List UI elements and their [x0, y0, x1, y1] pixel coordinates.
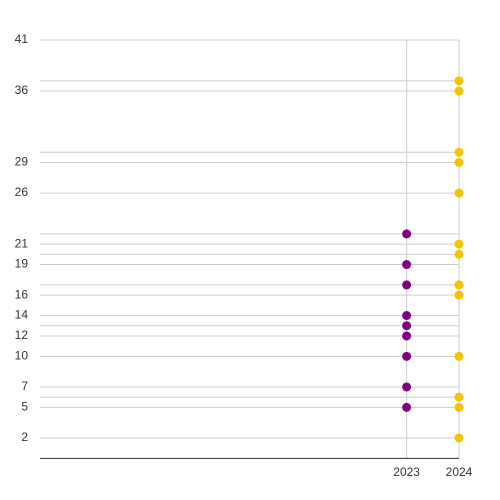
point — [402, 260, 412, 270]
point — [454, 392, 464, 402]
point — [454, 239, 464, 249]
y-tick-label: 36 — [15, 83, 29, 97]
point — [454, 157, 464, 167]
point — [454, 290, 464, 300]
point — [402, 351, 412, 361]
point — [454, 433, 464, 443]
y-tick-label: 21 — [15, 236, 29, 250]
point — [454, 188, 464, 198]
y-tick-label: 16 — [15, 287, 29, 301]
point — [402, 229, 412, 239]
point — [454, 147, 464, 157]
y-tick-label: 41 — [15, 32, 29, 46]
x-tick-label: 2023 — [393, 465, 420, 479]
y-tick-label: 5 — [21, 400, 28, 414]
point — [454, 280, 464, 290]
point — [402, 311, 412, 321]
y-tick-label: 26 — [15, 185, 29, 199]
y-tick-label: 7 — [21, 379, 28, 393]
y-tick-label: 2 — [21, 430, 28, 444]
point — [402, 382, 412, 392]
point — [454, 249, 464, 259]
y-tick-label: 14 — [15, 308, 29, 322]
y-tick-label: 10 — [15, 349, 29, 363]
point — [402, 280, 412, 290]
point — [402, 321, 412, 331]
point — [402, 402, 412, 412]
point — [454, 76, 464, 86]
x-tick-label: 2024 — [446, 465, 473, 479]
point — [454, 351, 464, 361]
point — [454, 86, 464, 96]
y-tick-label: 12 — [15, 328, 29, 342]
point — [454, 402, 464, 412]
point — [402, 331, 412, 341]
y-tick-label: 19 — [15, 257, 29, 271]
y-tick-label: 29 — [15, 155, 29, 169]
